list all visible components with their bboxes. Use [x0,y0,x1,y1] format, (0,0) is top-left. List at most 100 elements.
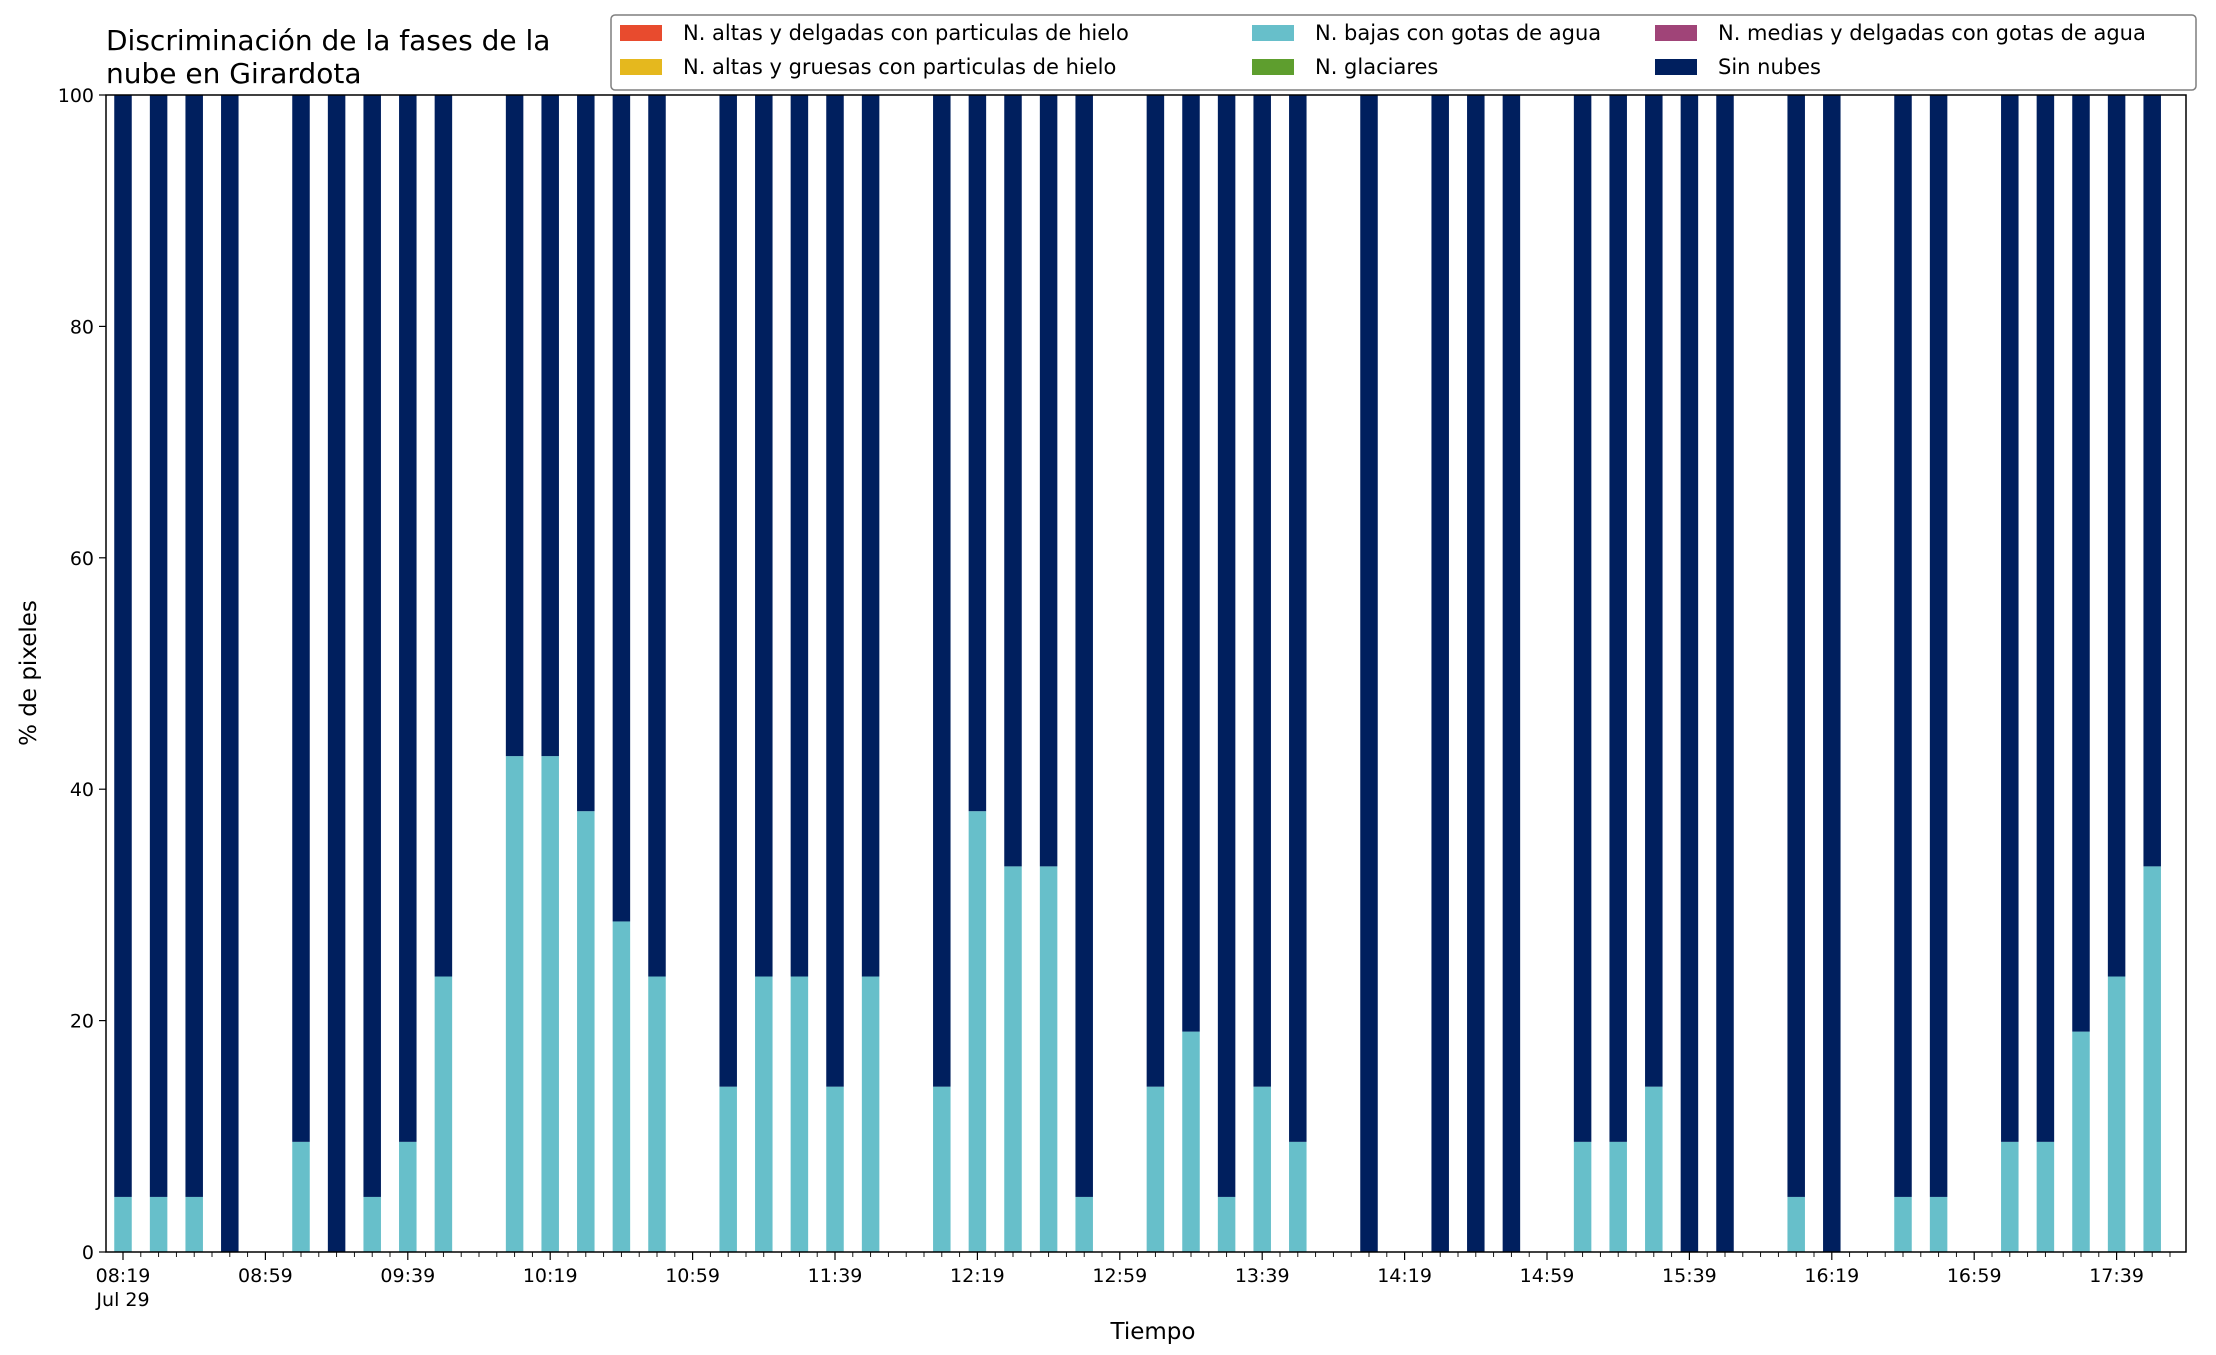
bar-n-bajas-54 [2036,1141,2055,1252]
bar-sin-nubes-12 [541,95,559,757]
bar-n-bajas-14 [612,921,631,1252]
bar-sin-nubes-56 [2107,95,2126,977]
bar-n-bajas-53 [2001,1141,2019,1252]
bar-sin-nubes-13 [577,95,595,812]
bar-sin-nubes-6 [327,95,346,1252]
bar-n-bajas-0 [114,1196,132,1252]
bar-n-bajas-31 [1217,1196,1236,1252]
bar-sin-nubes-11 [505,95,524,757]
bar-n-bajas-43 [1645,1086,1663,1252]
bar-sin-nubes-55 [2072,95,2090,1032]
bar-n-bajas-23 [933,1086,951,1252]
bar-sin-nubes-7 [363,95,381,1197]
bar-sin-nubes-21 [861,95,880,977]
bar-n-bajas-12 [541,756,559,1252]
x-tick-label: 08:59 [238,1265,293,1287]
x-axis-label: Tiempo [1110,1319,1196,1345]
y-tick-label: 40 [70,779,94,801]
x-tick-label: 14:59 [1520,1265,1575,1287]
x-tick-label: 17:39 [2089,1265,2144,1287]
x-tick-label: 11:39 [808,1265,863,1287]
bar-n-bajas-11 [505,756,524,1252]
bar-n-bajas-33 [1289,1141,1307,1252]
bar-sin-nubes-1 [149,95,168,1197]
bar-n-bajas-21 [861,976,880,1252]
legend-label-sin-nubes: Sin nubes [1718,55,1821,79]
legend-swatch-n-altas-y-gruesas-con-particulas-de-hielo [620,59,662,75]
y-tick-label: 80 [70,316,94,338]
x-tick-date: Jul 29 [95,1289,149,1311]
bar-sin-nubes-57 [2143,95,2161,867]
bar-n-bajas-15 [648,976,666,1252]
x-tick-label: 16:59 [1947,1265,2002,1287]
bar-sin-nubes-41 [1573,95,1592,1142]
bar-n-bajas-55 [2072,1031,2090,1252]
bar-sin-nubes-5 [292,95,310,1142]
bar-sin-nubes-39 [1502,95,1521,1252]
x-tick-label: 13:39 [1235,1265,1290,1287]
bar-sin-nubes-31 [1217,95,1236,1197]
bar-n-bajas-25 [1004,866,1022,1252]
bar-n-bajas-29 [1146,1086,1165,1252]
bar-n-bajas-50 [1894,1196,1912,1252]
bar-n-bajas-42 [1609,1141,1627,1252]
legend-label-n-altas-y-delgadas-con-particulas-de-hielo: N. altas y delgadas con particulas de hi… [683,21,1129,45]
bar-sin-nubes-35 [1360,95,1378,1252]
legend: N. altas y delgadas con particulas de hi… [610,14,2197,91]
legend-swatch-n-glaciares [1252,59,1294,75]
x-tick-label: 14:19 [1377,1265,1432,1287]
x-tick-label: 09:39 [380,1265,435,1287]
bar-sin-nubes-2 [185,95,203,1197]
bar-sin-nubes-0 [114,95,132,1197]
bar-sin-nubes-33 [1289,95,1307,1142]
legend-label-n-altas-y-gruesas-con-particulas-de-hielo: N. altas y gruesas con particulas de hie… [683,55,1116,79]
legend-swatch-n-altas-y-delgadas-con-particulas-de-hielo [620,25,662,41]
bar-n-bajas-51 [1929,1196,1948,1252]
bar-n-bajas-47 [1787,1196,1805,1252]
y-tick-label: 20 [70,1011,94,1033]
bar-n-bajas-2 [185,1196,203,1252]
bar-n-bajas-27 [1075,1196,1093,1252]
x-tick-label: 12:59 [1092,1265,1147,1287]
legend-label-n-medias-y-delgadas-con-gotas-de-agua: N. medias y delgadas con gotas de agua [1718,21,2146,45]
legend-label-n-bajas-con-gotas-de-agua: N. bajas con gotas de agua [1315,21,1601,45]
bar-n-bajas-41 [1573,1141,1592,1252]
bar-n-bajas-8 [399,1141,417,1252]
bar-n-bajas-7 [363,1196,381,1252]
bar-sin-nubes-19 [790,95,809,977]
x-tick-label: 10:59 [665,1265,720,1287]
y-tick-label: 100 [58,85,94,107]
legend-swatch-n-bajas-con-gotas-de-agua [1252,25,1294,41]
bar-sin-nubes-25 [1004,95,1022,867]
y-axis-label: % de pixeles [16,600,42,746]
bar-n-bajas-19 [790,976,809,1252]
x-tick-label: 16:19 [1804,1265,1859,1287]
bar-sin-nubes-32 [1253,95,1271,1087]
legend-swatch-sin-nubes [1655,59,1697,75]
bar-sin-nubes-45 [1716,95,1734,1252]
bar-sin-nubes-9 [434,95,453,977]
bar-n-bajas-57 [2143,866,2161,1252]
bar-sin-nubes-51 [1929,95,1948,1197]
y-tick-label: 60 [70,548,94,570]
chart-title-line-2: nube en Girardota [106,57,361,90]
bar-n-bajas-56 [2107,976,2126,1252]
bar-n-bajas-1 [149,1196,168,1252]
bar-n-bajas-26 [1039,866,1058,1252]
bar-sin-nubes-54 [2036,95,2055,1142]
bar-sin-nubes-43 [1645,95,1663,1087]
bar-sin-nubes-47 [1787,95,1805,1197]
x-tick-label: 08:19 [96,1265,151,1287]
bar-sin-nubes-38 [1467,95,1485,1252]
legend-label-n-glaciares: N. glaciares [1315,55,1438,79]
bar-sin-nubes-27 [1075,95,1093,1197]
chart-title-line-1: Discriminación de la fases de la [106,24,550,57]
bar-sin-nubes-44 [1680,95,1699,1252]
x-tick-label: 12:19 [950,1265,1005,1287]
bar-n-bajas-5 [292,1141,310,1252]
bar-sin-nubes-48 [1823,95,1841,1252]
bar-sin-nubes-24 [968,95,987,812]
bar-sin-nubes-17 [719,95,737,1087]
